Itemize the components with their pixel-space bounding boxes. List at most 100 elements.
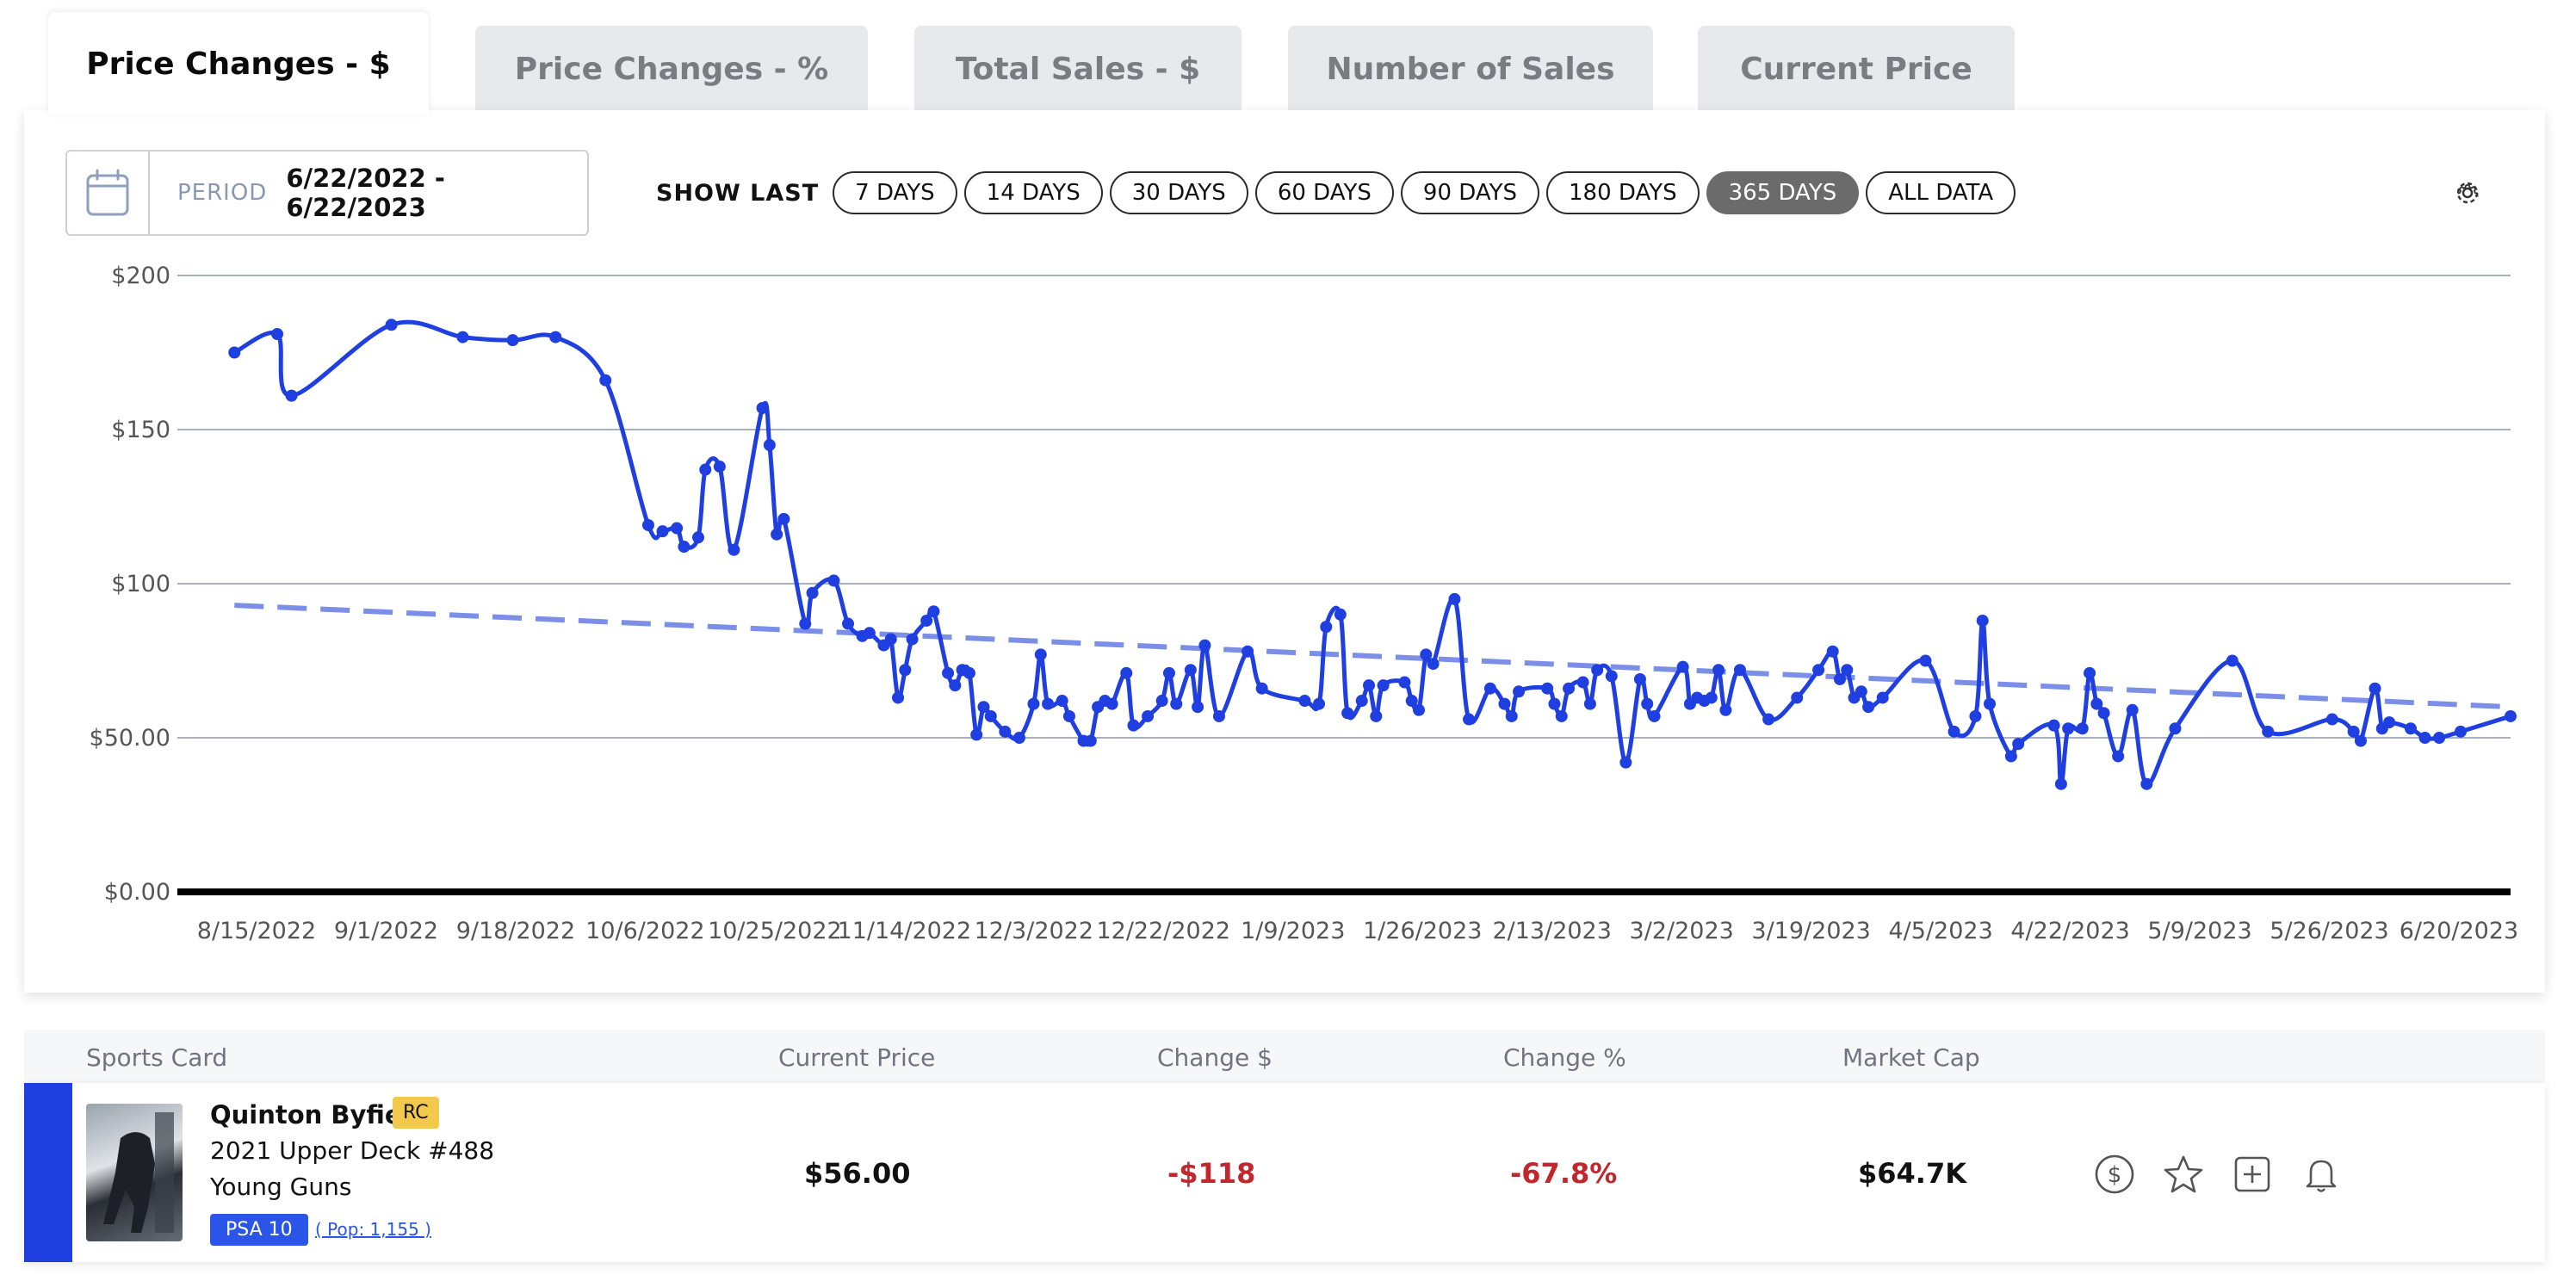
price-point (1505, 709, 1518, 722)
price-point (1676, 660, 1689, 673)
price-point (549, 331, 562, 343)
price-point (1255, 682, 1268, 695)
tab-price-changes-percent[interactable]: Price Changes - % (475, 26, 868, 112)
trend-line (234, 603, 2511, 710)
tab-total-sales[interactable]: Total Sales - $ (914, 26, 1242, 112)
price-point (271, 328, 284, 341)
price-point (728, 543, 740, 556)
price-point (1548, 697, 1561, 710)
population-link[interactable]: ( Pop: 1,155 ) (315, 1219, 431, 1240)
tab-number-of-sales[interactable]: Number of Sales (1288, 26, 1653, 112)
price-point (1705, 691, 1718, 704)
star-icon[interactable] (2161, 1152, 2206, 1197)
x-tick-label: 9/1/2022 (334, 918, 438, 944)
price-point (2354, 734, 2367, 747)
price-point (1405, 695, 1418, 708)
x-tick-label: 1/9/2023 (1241, 918, 1345, 944)
chart-card: PERIOD 6/22/2022 - 6/22/2023 SHOW LAST 7… (24, 110, 2545, 993)
price-point (1312, 697, 1325, 710)
card-thumbnail[interactable] (86, 1104, 183, 1241)
range-30-days-button[interactable]: 30 DAYS (1109, 171, 1248, 214)
price-point (892, 691, 905, 704)
price-point (1427, 658, 1440, 671)
price-point (1826, 645, 1839, 658)
price-point (1298, 695, 1311, 708)
price-point (1355, 695, 1368, 708)
header-change-dollar: Change $ (1157, 1043, 1273, 1072)
table-header: Sports Card Current Price Change $ Chang… (24, 1030, 2545, 1085)
y-tick-label: $100 (111, 571, 170, 597)
y-tick-label: $150 (111, 417, 170, 443)
rookie-badge: RC (393, 1097, 439, 1129)
price-point (942, 666, 955, 679)
price-point (1855, 685, 1867, 698)
card-name[interactable]: Quinton Byfield (210, 1100, 429, 1129)
period-label: PERIOD (177, 180, 268, 206)
price-point (2404, 722, 2417, 735)
range-60-days-button[interactable]: 60 DAYS (1254, 171, 1394, 214)
x-tick-label: 10/6/2022 (585, 918, 704, 944)
tab-price-changes-dollar[interactable]: Price Changes - $ (48, 12, 429, 115)
range-180-days-button[interactable]: 180 DAYS (1545, 171, 1700, 214)
grade-badge: PSA 10 (210, 1214, 308, 1246)
period-value: 6/22/2022 - 6/22/2023 (286, 164, 445, 222)
calendar-icon[interactable] (67, 152, 150, 234)
range-365-days-button[interactable]: 365 DAYS (1706, 171, 1860, 214)
x-tick-label: 1/26/2023 (1363, 918, 1482, 944)
svg-text:$: $ (2108, 1162, 2122, 1188)
gear-icon[interactable] (2450, 176, 2485, 210)
range-7-days-button[interactable]: 7 DAYS (833, 171, 957, 214)
price-point (806, 586, 819, 599)
price-point (1420, 648, 1433, 661)
price-point (906, 633, 919, 646)
price-point (1363, 679, 1376, 692)
price-point (2084, 666, 2096, 679)
row-accent (24, 1083, 72, 1262)
market-cap-value: $64.7K (1858, 1157, 1967, 1190)
dollar-circle-icon[interactable]: $ (2092, 1152, 2137, 1197)
x-tick-label: 5/9/2023 (2147, 918, 2251, 944)
plus-square-icon[interactable] (2230, 1152, 2275, 1197)
price-point (863, 627, 876, 640)
bell-icon[interactable] (2299, 1152, 2344, 1197)
change-dollar-value: -$118 (1167, 1157, 1256, 1190)
price-point (1984, 697, 1997, 710)
range-14-days-button[interactable]: 14 DAYS (963, 171, 1103, 214)
price-point (1591, 664, 1604, 677)
price-point (1619, 756, 1632, 769)
x-tick-label: 8/15/2022 (197, 918, 316, 944)
price-point (999, 725, 1012, 738)
price-point (1576, 676, 1589, 689)
range-90-days-button[interactable]: 90 DAYS (1400, 171, 1539, 214)
x-tick-label: 12/3/2022 (975, 918, 1093, 944)
price-point (1320, 621, 1333, 634)
x-tick-label: 12/22/2022 (1096, 918, 1230, 944)
price-point (1377, 679, 1390, 692)
price-point (2262, 725, 2275, 738)
price-point (1969, 709, 1982, 722)
period-picker[interactable]: PERIOD 6/22/2022 - 6/22/2023 (65, 150, 589, 236)
card-subset: Young Guns (210, 1173, 352, 1201)
price-point (1334, 608, 1347, 621)
price-point (641, 518, 654, 531)
price-point (1633, 672, 1646, 685)
current-price-value: $56.00 (804, 1157, 911, 1190)
price-point (777, 512, 790, 525)
price-point (2433, 732, 2446, 744)
header-current-price: Current Price (778, 1043, 936, 1072)
table-row[interactable]: Quinton Byfield RC 2021 Upper Deck #488 … (24, 1083, 2545, 1262)
price-point (1648, 709, 1661, 722)
price-point (884, 633, 897, 646)
price-point (385, 319, 398, 331)
price-point (656, 525, 669, 538)
show-last-group: SHOW LAST 7 DAYS 14 DAYS 30 DAYS 60 DAYS… (656, 170, 2022, 215)
tab-current-price[interactable]: Current Price (1698, 26, 2015, 112)
price-point (1733, 664, 1746, 677)
price-point (1583, 697, 1596, 710)
price-point (1398, 676, 1411, 689)
row-actions: $ (2092, 1152, 2368, 1197)
price-point (2369, 682, 2381, 695)
range-all-data-button[interactable]: ALL DATA (1866, 171, 2016, 214)
price-point (1483, 682, 1496, 695)
price-point (771, 528, 783, 541)
